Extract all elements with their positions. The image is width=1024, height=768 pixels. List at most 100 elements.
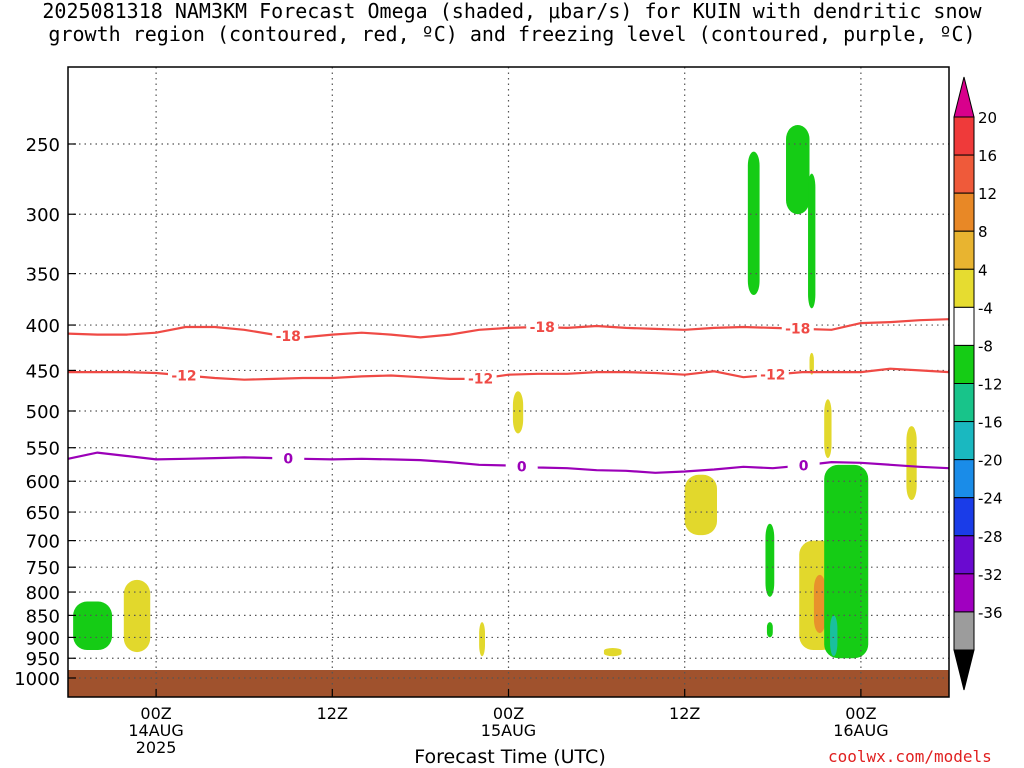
y-tick-label: 650 [26,503,60,524]
contour-label: 0 [283,451,293,467]
grid-layer [68,67,949,697]
colorbar-level-label: -8 [978,337,993,355]
contour-label-bg [464,370,497,387]
contour-label-bg [505,458,538,475]
colorbar-swatch [953,116,975,156]
contour-label: -12 [171,368,196,384]
colorbar-level-label: 20 [978,109,997,127]
contour-label: -18 [530,320,555,336]
contour-layer: -18 -18 -18 -12 -12 -12 0 0 0 [67,318,950,475]
colorbar-max-arrow [953,76,975,118]
colorbar-level-label: -24 [978,490,1003,508]
y-tick-label: 500 [26,402,60,423]
title-line-1: 2025081318 NAM3KM Forecast Omega (shaded… [42,0,982,23]
omega-region [123,579,151,653]
contour-label-bg [787,457,820,474]
title-line-2: growth region (contoured, red, ºC) and f… [48,22,976,46]
omega-region [512,391,524,434]
colorbar-swatch [953,268,975,308]
colorbar-level-label: -20 [978,452,1003,470]
contour-line [67,318,950,339]
x-tick-date-label: 15AUG [481,721,536,740]
y-tick-label: 1000 [14,669,60,690]
colorbar-swatch [953,611,975,651]
y-tick-label: 700 [26,532,60,553]
x-tick-date-label: 14AUG [128,721,183,740]
y-tick-label: 450 [26,361,60,382]
x-tick-label: 00Z [845,704,876,723]
plot-frame [67,66,950,698]
chart-title: 2025081318 NAM3KM Forecast Omega (shaded… [0,0,1024,46]
colorbar-level-label: -4 [978,299,993,317]
omega-region [747,151,760,296]
y-tick-label: 850 [26,606,60,627]
x-tick-date-label: 16AUG [833,721,888,740]
colorbar-swatch [953,192,975,232]
omega-region [786,125,810,215]
x-tick-label: 00Z [493,704,524,723]
omega-region [73,601,113,651]
contour-label: -18 [785,322,810,338]
colorbar-swatch [953,459,975,499]
colorbar-swatch [953,497,975,537]
omega-region [830,615,838,657]
omega-region [765,523,775,597]
y-tick-label: 800 [26,583,60,604]
colorbar-min-arrow [953,649,975,691]
colorbar-level-label: -36 [978,604,1003,622]
y-tick-label: 900 [26,628,60,649]
x-axis-label: Forecast Time (UTC) [414,746,606,768]
colorbar-level-label: -12 [978,376,1003,394]
y-tick-label: 950 [26,649,60,670]
y-tick-label: 400 [26,316,60,337]
omega-region [809,352,814,375]
contour-label-bg [781,320,814,337]
contour-label-bg [167,367,200,384]
contour-label-bg [272,327,305,344]
omega-region [906,426,917,501]
colorbar-swatch [953,306,975,346]
credit-link[interactable]: coolwx.com/models [828,747,992,766]
contour-label: -12 [468,372,493,388]
contour-label: 0 [799,458,809,474]
omega-region [603,647,622,657]
colorbar: 20 16 12 8 4 -4 -8 -12 -16 -20 -24 -28 -32 -36 [953,76,1003,691]
omega-region [824,464,869,659]
omega-region [808,173,816,309]
colorbar-level-label: -28 [978,528,1003,546]
colorbar-level-label: 8 [978,223,988,241]
y-tick-label: 250 [26,135,60,156]
colorbar-swatch [953,573,975,613]
x-tick-label: 00Z [140,704,171,723]
y-tick-label: 350 [26,265,60,286]
contour-label: -18 [276,329,301,345]
omega-region [766,622,773,638]
colorbar-level-label: -32 [978,566,1003,584]
colorbar-level-label: 16 [978,147,997,165]
y-tick-label: 300 [26,205,60,226]
contour-label-bg [272,450,305,467]
colorbar-swatch [953,154,975,194]
contour-label: -12 [760,368,785,384]
colorbar-swatch [953,230,975,270]
colorbar-level-label: -16 [978,414,1003,432]
contour-label: 0 [517,459,527,475]
omega-region [813,574,826,634]
y-tick-label: 550 [26,439,60,460]
contour-line [68,367,950,381]
axes-layer: 2503003504004505005506006507007508008509… [14,135,888,757]
omega-region [824,399,832,459]
contour-label-bg [756,366,789,383]
omega-region [479,622,486,657]
colorbar-swatch [953,535,975,575]
omega-region [684,474,718,536]
colorbar-swatch [953,421,975,461]
colorbar-level-label: 4 [978,261,988,279]
contour-label-bg [526,319,559,336]
y-tick-label: 750 [26,558,60,579]
colorbar-swatch [953,383,975,423]
omega-shading-layer [73,125,917,659]
x-tick-label: 12Z [317,704,348,723]
y-tick-label: 600 [26,472,60,493]
